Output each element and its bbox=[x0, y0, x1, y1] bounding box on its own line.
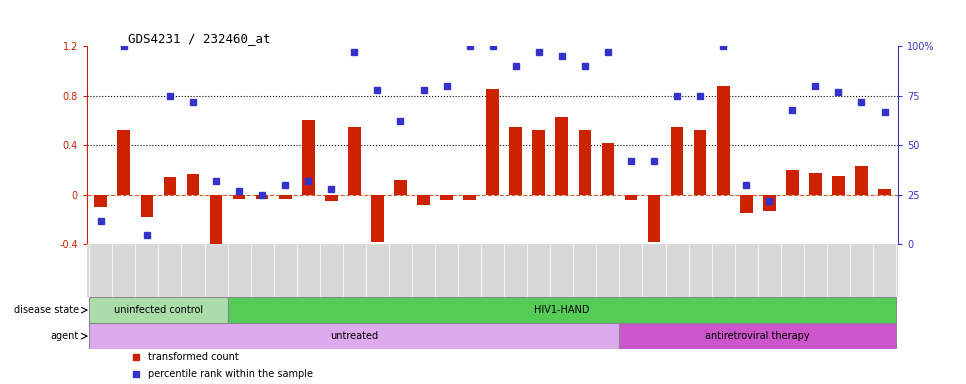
Bar bbox=[670, 127, 683, 195]
Text: disease state: disease state bbox=[14, 305, 79, 315]
Bar bbox=[647, 195, 661, 242]
Bar bbox=[228, 297, 896, 323]
Text: percentile rank within the sample: percentile rank within the sample bbox=[148, 369, 313, 379]
Bar bbox=[763, 195, 776, 211]
Text: uninfected control: uninfected control bbox=[114, 305, 203, 315]
Bar bbox=[464, 195, 476, 200]
Bar bbox=[348, 127, 360, 195]
Bar bbox=[602, 143, 614, 195]
Bar bbox=[619, 323, 896, 349]
Bar bbox=[394, 180, 407, 195]
Bar bbox=[625, 195, 638, 200]
Bar bbox=[279, 195, 292, 199]
Bar bbox=[186, 174, 199, 195]
Text: HIV1-HAND: HIV1-HAND bbox=[534, 305, 589, 315]
Bar bbox=[325, 195, 338, 201]
Bar bbox=[509, 127, 522, 195]
Bar bbox=[694, 131, 706, 195]
Bar bbox=[256, 195, 269, 199]
Bar bbox=[210, 195, 222, 247]
Text: transformed count: transformed count bbox=[148, 352, 239, 362]
Bar bbox=[878, 189, 891, 195]
Bar bbox=[810, 172, 822, 195]
Text: untreated: untreated bbox=[330, 331, 379, 341]
Text: agent: agent bbox=[50, 331, 79, 341]
Bar bbox=[532, 131, 545, 195]
Bar bbox=[555, 117, 568, 195]
Text: antiretroviral therapy: antiretroviral therapy bbox=[705, 331, 810, 341]
Bar bbox=[832, 176, 845, 195]
Bar bbox=[140, 195, 154, 217]
Bar bbox=[89, 297, 228, 323]
Bar bbox=[717, 86, 729, 195]
Bar bbox=[163, 177, 176, 195]
Bar bbox=[95, 195, 107, 207]
Bar bbox=[740, 195, 753, 214]
Bar bbox=[233, 195, 245, 199]
Bar bbox=[786, 170, 799, 195]
Bar bbox=[417, 195, 430, 205]
Bar bbox=[486, 89, 499, 195]
Bar bbox=[440, 195, 453, 200]
Bar bbox=[579, 131, 591, 195]
Bar bbox=[118, 131, 130, 195]
Bar bbox=[855, 166, 867, 195]
Bar bbox=[302, 121, 315, 195]
Text: GDS4231 / 232460_at: GDS4231 / 232460_at bbox=[128, 32, 270, 45]
Bar bbox=[89, 323, 619, 349]
Bar bbox=[371, 195, 384, 242]
